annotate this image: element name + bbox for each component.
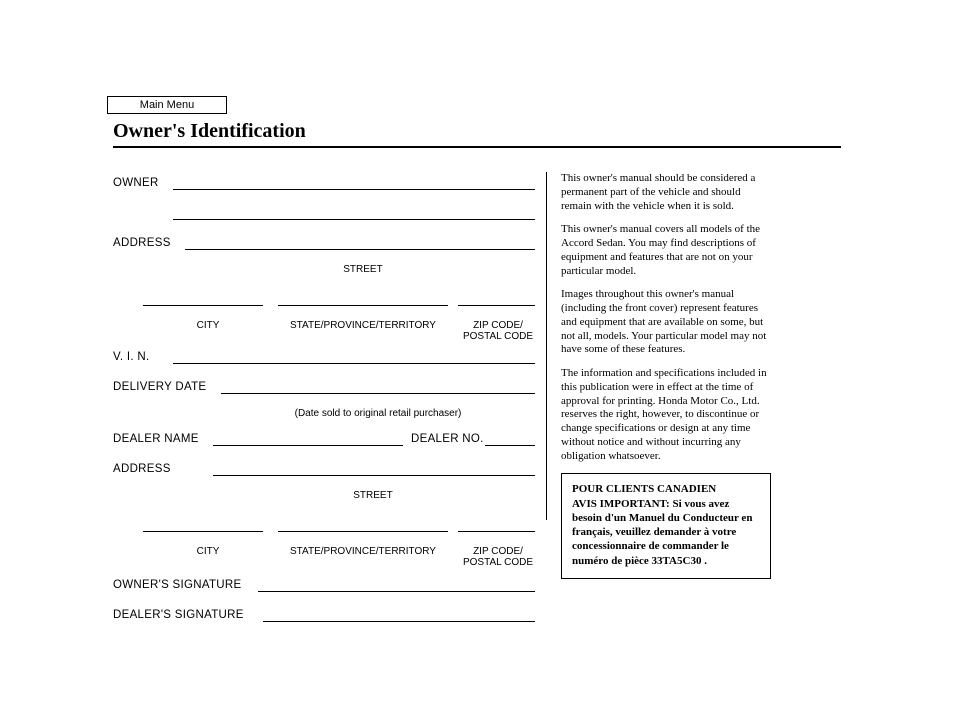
title-rule: [113, 146, 841, 148]
main-menu-label: Main Menu: [140, 99, 194, 111]
label-dealer-sig: DEALER'S SIGNATURE: [113, 609, 244, 621]
sublabel-state: STATE/PROVINCE/TERRITORY: [283, 320, 443, 331]
sub-dealer-csz: CITY STATE/PROVINCE/TERRITORY ZIP CODE/ …: [113, 546, 535, 570]
sublabel-postal: POSTAL CODE: [461, 331, 535, 342]
label-vin: V. I. N.: [113, 351, 150, 363]
sublabel-dealer-city: CITY: [188, 546, 228, 557]
vertical-divider: [546, 172, 547, 520]
sub-street: STREET: [113, 264, 535, 278]
para-2: This owner's manual covers all models of…: [561, 223, 771, 278]
para-1: This owner's manual should be considered…: [561, 172, 771, 213]
sublabel-delivery: (Date sold to original retail purchaser): [268, 408, 488, 419]
french-notice-text: POUR CLIENTS CANADIEN AVIS IMPORTANT: Si…: [572, 483, 752, 566]
sublabel-dealer-street: STREET: [338, 490, 408, 501]
input-city[interactable]: [143, 290, 263, 306]
input-dealer-zip[interactable]: [458, 516, 535, 532]
main-menu-button[interactable]: Main Menu: [107, 96, 227, 114]
row-delivery: DELIVERY DATE: [113, 378, 535, 398]
sublabel-dealer-zip: ZIP CODE/: [461, 546, 535, 557]
sub-delivery: (Date sold to original retail purchaser): [113, 408, 535, 422]
sublabel-city: CITY: [188, 320, 228, 331]
owner-id-form: OWNER ADDRESS STREET CITY STATE/PROVINCE…: [113, 174, 535, 636]
label-dealer-no: DEALER NO.: [411, 433, 484, 445]
row-dealer-address: ADDRESS: [113, 460, 535, 480]
sub-csz: CITY STATE/PROVINCE/TERRITORY ZIP CODE/ …: [113, 320, 535, 344]
input-dealer-sig[interactable]: [263, 606, 535, 622]
info-column: This owner's manual should be considered…: [561, 172, 771, 579]
input-delivery[interactable]: [221, 378, 535, 394]
row-address: ADDRESS: [113, 234, 535, 254]
row-dealer-sig: DEALER'S SIGNATURE: [113, 606, 535, 626]
row-owner-sig: OWNER'S SIGNATURE: [113, 576, 535, 596]
sublabel-zip: ZIP CODE/: [461, 320, 535, 331]
french-notice-box: POUR CLIENTS CANADIEN AVIS IMPORTANT: Si…: [561, 473, 771, 579]
row-city-state-zip: [113, 290, 535, 310]
sublabel-street: STREET: [328, 264, 398, 275]
label-address: ADDRESS: [113, 237, 171, 249]
input-vin[interactable]: [173, 348, 535, 364]
input-owner-2[interactable]: [173, 204, 535, 220]
input-state[interactable]: [278, 290, 448, 306]
label-owner-sig: OWNER'S SIGNATURE: [113, 579, 241, 591]
input-owner-sig[interactable]: [258, 576, 535, 592]
row-vin: V. I. N.: [113, 348, 535, 368]
input-owner[interactable]: [173, 174, 535, 190]
input-dealer-street[interactable]: [213, 460, 535, 476]
input-dealer-city[interactable]: [143, 516, 263, 532]
sublabel-dealer-state: STATE/PROVINCE/TERRITORY: [283, 546, 443, 557]
row-owner: OWNER: [113, 174, 535, 194]
input-dealer-no[interactable]: [485, 430, 535, 446]
input-address-street[interactable]: [185, 234, 535, 250]
row-dealer-csz: [113, 516, 535, 536]
page-title: Owner's Identification: [113, 120, 306, 143]
row-dealer: DEALER NAME DEALER NO.: [113, 430, 535, 450]
label-dealer-address: ADDRESS: [113, 463, 171, 475]
label-dealer-name: DEALER NAME: [113, 433, 199, 445]
row-owner-2: [113, 204, 535, 224]
label-delivery: DELIVERY DATE: [113, 381, 206, 393]
para-4: The information and specifications inclu…: [561, 367, 771, 463]
label-owner: OWNER: [113, 177, 159, 189]
sub-dealer-street: STREET: [113, 490, 535, 504]
sublabel-dealer-postal: POSTAL CODE: [461, 557, 535, 568]
input-zip[interactable]: [458, 290, 535, 306]
input-dealer-name[interactable]: [213, 430, 403, 446]
para-3: Images throughout this owner's manual (i…: [561, 288, 771, 357]
input-dealer-state[interactable]: [278, 516, 448, 532]
